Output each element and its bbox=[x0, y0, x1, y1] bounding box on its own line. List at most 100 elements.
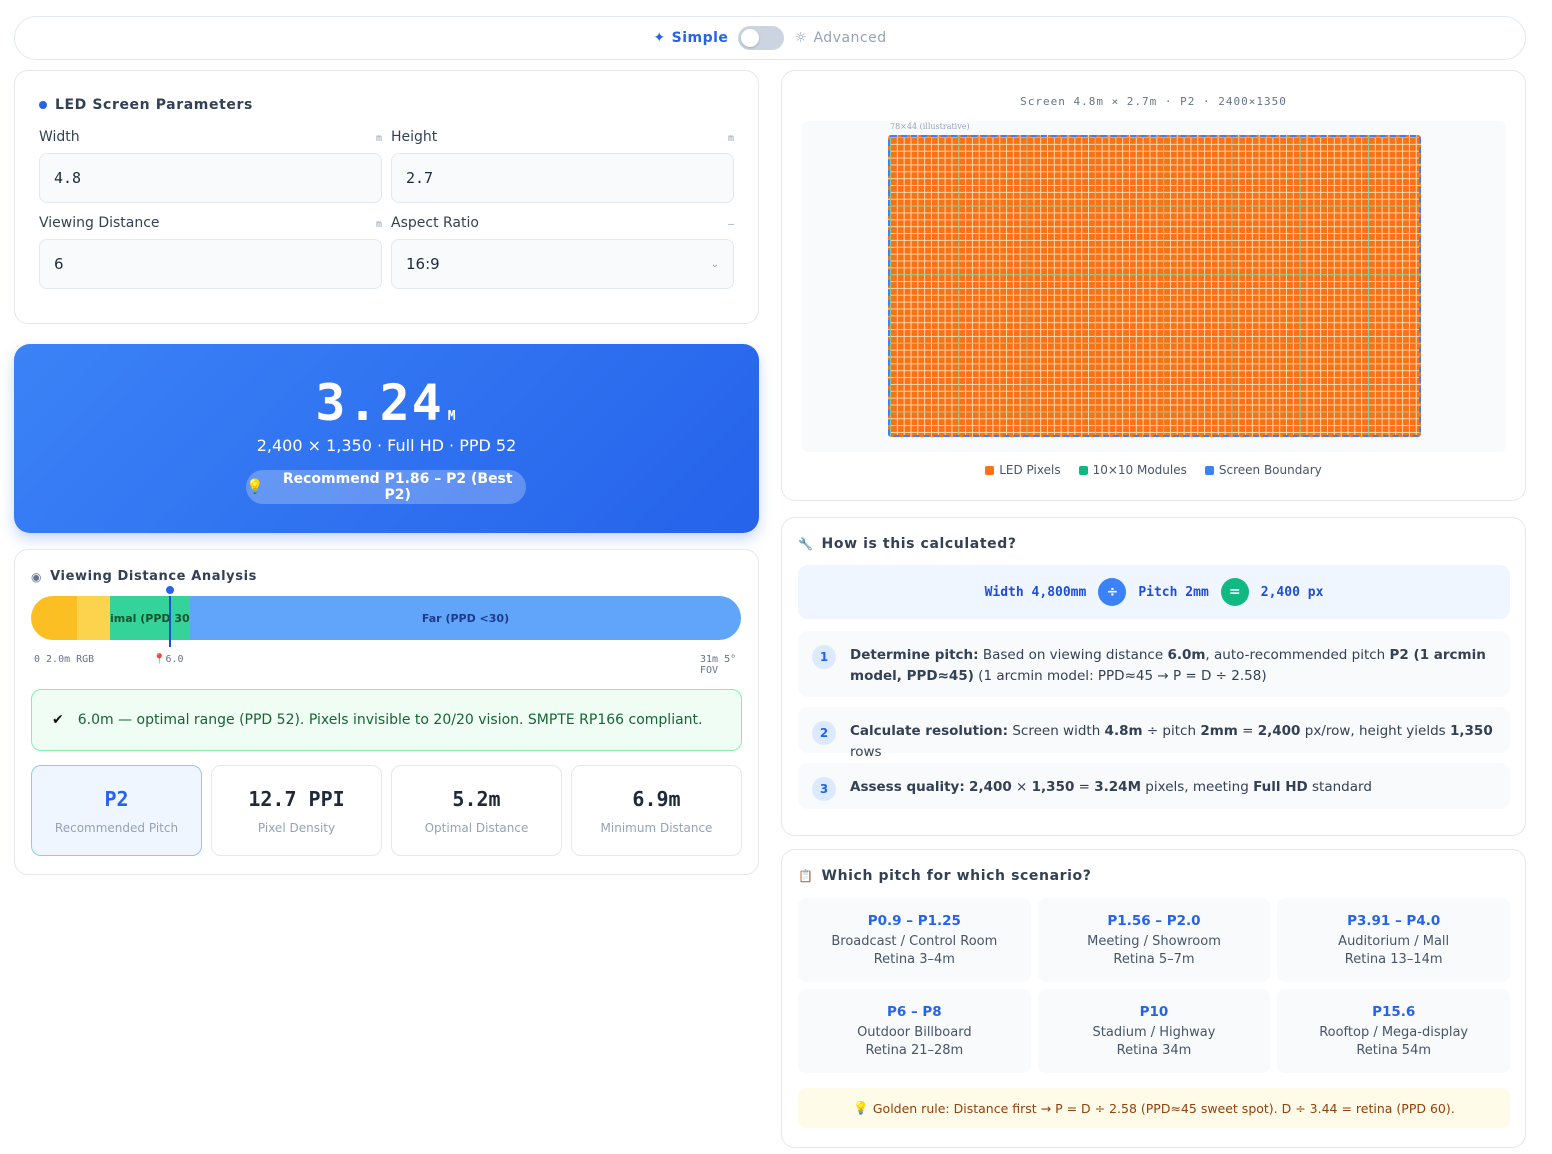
height-label: Height bbox=[391, 129, 438, 145]
how-title: 🔧 How is this calculated? bbox=[798, 536, 1017, 552]
step-number: 1 bbox=[812, 645, 836, 669]
tile-pitch: P6 – P8 bbox=[886, 1004, 942, 1020]
tile-use: Rooftop / Mega-display bbox=[1319, 1025, 1469, 1040]
calc-step-3: 3 Assess quality: 2,400 × 1,350 = 3.24M … bbox=[798, 763, 1510, 809]
step-heading: Assess quality: bbox=[850, 779, 965, 795]
preview-caption: Screen 4.8m × 2.7m · P2 · 2400×1350 bbox=[1020, 95, 1287, 108]
tile-pitch: P15.6 bbox=[1372, 1004, 1416, 1020]
step-text-part: rows bbox=[850, 744, 882, 760]
preview-legend: LED Pixels 10×10 Modules Screen Boundary bbox=[782, 463, 1525, 477]
step-text-part: standard bbox=[1307, 779, 1372, 795]
recommend-pill[interactable]: 💡 Recommend P1.86 – P2 (Best P2) bbox=[246, 470, 526, 504]
marker-value-label: 📍6.0 bbox=[153, 654, 184, 665]
total-pixels-value: 3.24 M bbox=[14, 374, 759, 432]
step-text-part: , auto-recommended pitch bbox=[1205, 647, 1390, 663]
formula-pitch: Pitch 2mm bbox=[1138, 584, 1209, 600]
pitch-scenario-card: 📋 Which pitch for which scenario? P0.9 –… bbox=[781, 849, 1526, 1148]
lightbulb-icon: 💡 bbox=[246, 479, 264, 495]
scenario-tile: P1.56 – P2.0 Meeting / Showroom Retina 5–7… bbox=[1037, 898, 1271, 982]
distance-marker-handle[interactable] bbox=[164, 584, 176, 596]
scale-right-label: 31m 5° FOV bbox=[700, 654, 737, 676]
legend-screen-boundary: Screen Boundary bbox=[1204, 463, 1322, 477]
tile-use: Auditorium / Mall bbox=[1338, 934, 1450, 949]
stat-recommended-pitch: P2 Recommended Pitch bbox=[31, 765, 202, 856]
stat-label: Minimum Distance bbox=[600, 820, 713, 835]
golden-rule-text: Golden rule: Distance first → P = D ÷ 2.… bbox=[872, 1100, 1455, 1116]
toggle-knob bbox=[741, 29, 760, 47]
recommend-text: Recommend P1.86 – P2 (Best P2) bbox=[282, 471, 513, 503]
distance-notice: ✔ 6.0m — optimal range (PPD 52). Pixels … bbox=[31, 689, 742, 751]
stat-pixel-density: 12.7 PPI Pixel Density bbox=[211, 765, 382, 856]
advanced-mode-option[interactable]: ☼ Advanced bbox=[794, 30, 886, 46]
step-text: Assess quality: 2,400 × 1,350 = 3.24M pi… bbox=[850, 777, 1372, 795]
aspect-label: Aspect Ratio bbox=[391, 215, 479, 231]
stat-value: P2 bbox=[104, 786, 129, 811]
eye-icon: ◉ bbox=[31, 569, 43, 584]
simple-mode-label: Simple bbox=[671, 30, 729, 46]
mode-toggle-switch[interactable] bbox=[738, 26, 785, 50]
calculation-explainer-card: 🔧 How is this calculated? Width 4,800mm … bbox=[781, 517, 1526, 836]
calc-step-1: 1 Determine pitch: Based on viewing dist… bbox=[798, 631, 1510, 697]
equals-icon: = bbox=[1220, 578, 1249, 606]
viewing-distance-analysis-card: ◉ Viewing Distance Analysis imal (PPD 30… bbox=[14, 549, 759, 875]
tile-pitch: P3.91 – P4.0 bbox=[1347, 913, 1441, 929]
lightbulb-icon: 💡 bbox=[853, 1100, 869, 1115]
map-pin-icon: 📍 bbox=[153, 654, 166, 665]
simple-mode-option[interactable]: ✦ Simple bbox=[653, 30, 728, 46]
how-title-text: How is this calculated? bbox=[821, 536, 1017, 552]
scale-left-label: 0 2.0m RGB bbox=[34, 654, 95, 665]
step-text-part: ÷ pitch bbox=[1142, 723, 1201, 739]
formula-result: 2,400 px bbox=[1260, 584, 1324, 600]
scenario-grid: P0.9 – P1.25 Broadcast / Control Room Reti… bbox=[798, 898, 1510, 1073]
height-input[interactable]: 2.7 bbox=[391, 153, 734, 203]
stats-row: P2 Recommended Pitch 12.7 PPI Pixel Dens… bbox=[31, 765, 742, 856]
step-bold-part: P2 (1 arcmin model, PPD≈45) bbox=[850, 647, 1486, 684]
step-text-part: px/row, height yields bbox=[1300, 723, 1451, 739]
megapixel-number: 3.24 bbox=[315, 374, 444, 432]
clipboard-icon: 📋 bbox=[798, 869, 814, 883]
wrench-icon: 🔧 bbox=[798, 537, 814, 551]
step-text-part: Screen width bbox=[1008, 723, 1105, 739]
step-text-part: = bbox=[1074, 779, 1095, 795]
scenario-tile: P6 – P8 Outdoor Billboard Retina 21–28m bbox=[798, 989, 1031, 1073]
distance-range-bar[interactable]: imal (PPD 30 Far (PPD <30) bbox=[31, 596, 741, 640]
led-screen-illustration bbox=[888, 135, 1421, 437]
legend-swatch bbox=[1204, 465, 1214, 475]
step-bold-part: 2mm bbox=[1200, 723, 1238, 739]
tile-retina: Retina 21–28m bbox=[865, 1043, 964, 1058]
width-field: Width m 4.8 bbox=[39, 129, 382, 203]
advanced-mode-label: Advanced bbox=[813, 30, 887, 46]
legend-led-pixels: LED Pixels bbox=[985, 463, 1061, 477]
step-bold-part: Full HD bbox=[1253, 779, 1308, 795]
parameters-title: LED Screen Parameters bbox=[39, 97, 253, 113]
legend-label: LED Pixels bbox=[999, 463, 1061, 477]
step-bold-part: 4.8m bbox=[1104, 723, 1143, 739]
result-card: 3.24 M 2,400 × 1,350 · Full HD · PPD 52 💡… bbox=[14, 344, 759, 533]
step-text: Determine pitch: Based on viewing distan… bbox=[850, 645, 1496, 684]
aspect-select[interactable]: 16:9 ⌄ bbox=[391, 239, 734, 289]
screen-preview-card: Screen 4.8m × 2.7m · P2 · 2400×1350 78×4… bbox=[781, 70, 1526, 501]
legend-label: Screen Boundary bbox=[1218, 463, 1322, 477]
formula-width: Width 4,800mm bbox=[984, 584, 1087, 600]
distance-input[interactable]: 6 bbox=[39, 239, 382, 289]
resolution-summary: 2,400 × 1,350 · Full HD · PPD 52 bbox=[256, 436, 517, 455]
distance-unit: m bbox=[375, 219, 382, 230]
tile-retina: Retina 3–4m bbox=[873, 952, 955, 967]
step-bold-part: 2,400 bbox=[1257, 723, 1301, 739]
aspect-unit: – bbox=[727, 219, 734, 230]
tile-use: Outdoor Billboard bbox=[857, 1025, 972, 1040]
tile-retina: Retina 54m bbox=[1356, 1043, 1432, 1058]
range-segment-far: Far (PPD <30) bbox=[190, 596, 741, 640]
tile-retina: Retina 13–14m bbox=[1344, 952, 1443, 967]
height-unit: m bbox=[727, 133, 734, 144]
step-number: 3 bbox=[812, 777, 836, 801]
height-field: Height m 2.7 bbox=[391, 129, 734, 203]
parameters-title-text: LED Screen Parameters bbox=[55, 97, 253, 113]
scenario-tile: P0.9 – P1.25 Broadcast / Control Room Reti… bbox=[798, 898, 1031, 982]
chevron-down-icon: ⌄ bbox=[710, 258, 719, 270]
tile-pitch: P1.56 – P2.0 bbox=[1107, 913, 1201, 929]
width-input[interactable]: 4.8 bbox=[39, 153, 382, 203]
step-bold-part: 6.0m bbox=[1167, 647, 1206, 663]
tile-retina: Retina 5–7m bbox=[1113, 952, 1195, 967]
stat-value: 12.7 PPI bbox=[248, 786, 345, 811]
